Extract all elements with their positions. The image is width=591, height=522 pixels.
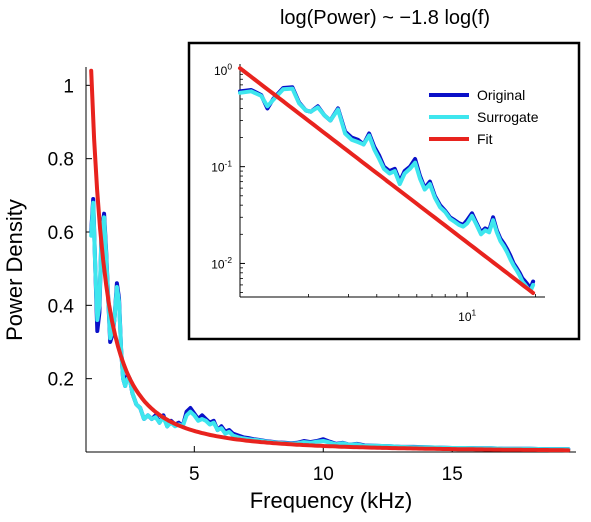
inset-legend: Original Surrogate Fit xyxy=(429,87,539,147)
main-y-tick-label: 0.8 xyxy=(48,150,74,171)
inset-series-lines xyxy=(238,66,536,295)
legend-label-fit: Fit xyxy=(477,131,493,147)
main-y-tick-label: 0.2 xyxy=(48,370,74,391)
legend-label-surrogate: Surrogate xyxy=(477,109,539,125)
main-x-axis-label: Frequency (kHz) xyxy=(250,488,413,513)
inset-chart: 101 100 10-1 10-2 Original Surrogate Fit xyxy=(187,41,581,341)
main-y-axis-label: Power Density xyxy=(2,199,27,341)
main-ticks: 5 10 15 0.2 0.4 0.6 0.8 1 xyxy=(48,76,463,485)
inset-y-tick-label: 100 xyxy=(214,61,232,77)
inset-series-fit xyxy=(238,66,536,295)
legend-label-original: Original xyxy=(477,87,525,103)
inset-y-tick-label: 10-2 xyxy=(211,255,232,271)
inset-title: log(Power) ~ −1.8 log(f) xyxy=(280,7,490,29)
main-y-tick-label: 0.6 xyxy=(48,223,74,244)
inset-x-tick-label: 101 xyxy=(458,308,476,324)
main-chart: 5 10 15 0.2 0.4 0.6 0.8 1 Frequency (kHz) Power… xyxy=(2,67,576,513)
main-y-tick-label: 1 xyxy=(63,76,74,97)
inset-series-surrogate xyxy=(238,86,536,293)
main-series-fit xyxy=(89,68,571,453)
main-y-tick-label: 0.4 xyxy=(48,296,75,317)
main-series-lines xyxy=(89,68,571,453)
main-x-tick-label: 15 xyxy=(442,464,463,485)
main-x-tick-label: 10 xyxy=(313,464,334,485)
inset-y-tick-label: 10-1 xyxy=(211,158,232,174)
main-x-tick-label: 5 xyxy=(189,464,200,485)
